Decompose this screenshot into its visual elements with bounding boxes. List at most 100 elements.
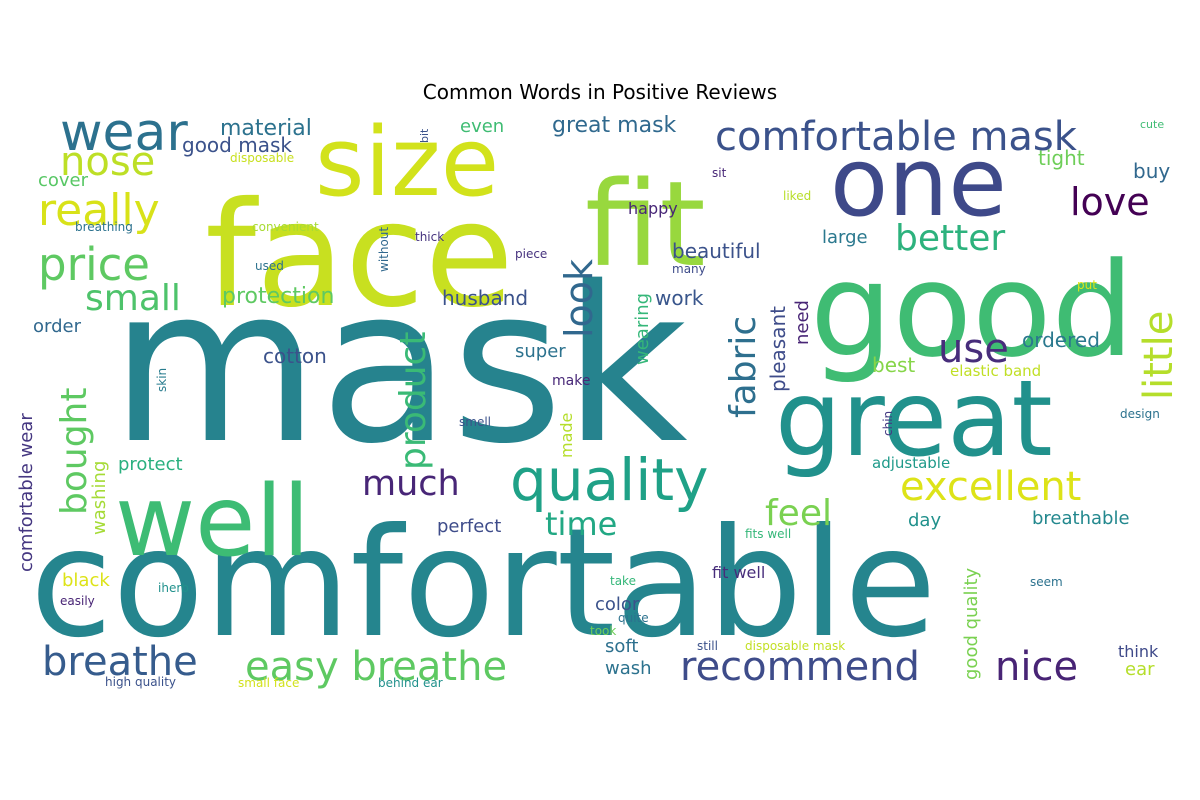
cloud-word: disposable xyxy=(230,151,294,165)
cloud-word: happy xyxy=(628,199,678,218)
cloud-word: product xyxy=(393,332,434,470)
cloud-word: love xyxy=(1070,180,1150,224)
cloud-word: well xyxy=(115,465,310,579)
cloud-word: breathable xyxy=(1032,508,1130,529)
cloud-word: perfect xyxy=(437,516,501,537)
cloud-word: super xyxy=(515,341,566,362)
cloud-word: look xyxy=(557,259,601,338)
cloud-word: seem xyxy=(1030,575,1063,589)
cloud-word: take xyxy=(610,574,636,588)
cloud-word: good quality xyxy=(961,567,982,680)
cloud-word: protect xyxy=(118,454,183,475)
cloud-word: bought xyxy=(54,388,95,515)
cloud-word: thick xyxy=(415,230,444,244)
cloud-word: made xyxy=(557,413,576,458)
cloud-word: price xyxy=(38,238,150,291)
cloud-word: material xyxy=(220,116,312,141)
cloud-word: buy xyxy=(1133,159,1170,183)
cloud-word: used xyxy=(255,259,284,273)
cloud-word: ear xyxy=(1125,659,1155,680)
cloud-word: best xyxy=(872,353,915,377)
cloud-word: breathe xyxy=(42,639,198,685)
cloud-word: easy breathe xyxy=(245,644,507,690)
cloud-word: large xyxy=(822,227,868,248)
cloud-word: still xyxy=(697,639,718,653)
cloud-word: recommend xyxy=(680,644,920,690)
cloud-word: high quality xyxy=(105,675,176,689)
cloud-word: fit well xyxy=(712,563,765,582)
cloud-word: put xyxy=(1077,278,1097,292)
cloud-word: ordered xyxy=(1022,328,1100,352)
cloud-word: excellent xyxy=(900,464,1081,510)
cloud-word: good mask xyxy=(182,133,292,157)
cloud-word: wear xyxy=(60,103,188,163)
cloud-word: soft xyxy=(605,636,638,657)
cloud-word: make xyxy=(552,373,590,389)
cloud-word: fit xyxy=(585,155,706,293)
cloud-word: great xyxy=(775,358,1053,480)
cloud-word: black xyxy=(62,570,110,591)
cloud-word: one xyxy=(830,128,1007,238)
cloud-word: really xyxy=(38,185,160,236)
cloud-word: bit xyxy=(418,128,431,143)
cloud-word: tight xyxy=(1038,146,1085,170)
cloud-word: behind ear xyxy=(378,676,443,690)
cloud-word: iherb xyxy=(158,581,189,595)
cloud-word: took xyxy=(590,624,616,638)
cloud-word: disposable mask xyxy=(745,639,845,653)
cloud-word: good xyxy=(810,234,1134,386)
cloud-word: fabric xyxy=(723,316,764,418)
cloud-word: wearing xyxy=(632,293,653,365)
cloud-word: mask xyxy=(110,240,688,491)
cloud-word: design xyxy=(1120,407,1160,421)
cloud-word: cute xyxy=(1140,118,1164,131)
cloud-word: without xyxy=(377,227,391,272)
cloud-word: comfortable mask xyxy=(715,114,1078,160)
cloud-word: easily xyxy=(60,594,95,608)
cloud-word: sit xyxy=(712,166,727,180)
cloud-word: protection xyxy=(222,284,334,309)
cloud-word: cover xyxy=(38,170,89,191)
cloud-word: better xyxy=(895,218,1005,259)
cloud-word: feel xyxy=(765,493,832,534)
cloud-word: washing xyxy=(89,461,110,535)
cloud-word: breathing xyxy=(75,220,133,234)
cloud-word: pleasant xyxy=(766,306,790,392)
cloud-word: small face xyxy=(238,676,299,690)
cloud-word: nose xyxy=(60,139,155,185)
cloud-word: comfortable wear xyxy=(16,413,37,572)
cloud-word: many xyxy=(672,262,706,276)
cloud-word: elastic band xyxy=(950,362,1041,380)
cloud-word: chin xyxy=(881,411,895,436)
cloud-word: great mask xyxy=(552,113,677,138)
cloud-word: even xyxy=(460,116,504,137)
cloud-word: adjustable xyxy=(872,454,950,472)
cloud-word: convenient xyxy=(252,220,319,234)
cloud-word: beautiful xyxy=(672,239,761,263)
cloud-word: need xyxy=(792,300,813,345)
cloud-word: comfortable xyxy=(30,497,937,671)
cloud-word: size xyxy=(315,108,499,218)
cloud-word: skin xyxy=(155,368,169,392)
cloud-word: small xyxy=(85,278,181,319)
cloud-word: day xyxy=(908,510,941,531)
cloud-word: use xyxy=(938,326,1009,372)
cloud-word: order xyxy=(33,316,82,337)
wordcloud-title: Common Words in Positive Reviews xyxy=(422,80,778,104)
cloud-word: much xyxy=(362,464,460,504)
cloud-word: color xyxy=(595,594,640,615)
cloud-word: nice xyxy=(995,644,1078,690)
cloud-word: work xyxy=(655,286,704,310)
cloud-word: face xyxy=(205,171,514,340)
cloud-word: smell xyxy=(459,415,491,429)
cloud-word: time xyxy=(545,505,617,543)
cloud-word: liked xyxy=(783,189,811,203)
cloud-word: little xyxy=(1136,311,1182,400)
cloud-word: husband xyxy=(442,286,528,310)
cloud-word: piece xyxy=(515,247,547,261)
cloud-word: cotton xyxy=(263,344,327,368)
cloud-word: wash xyxy=(605,658,652,679)
cloud-word: quality xyxy=(510,446,708,514)
cloud-word: quite xyxy=(618,611,649,625)
